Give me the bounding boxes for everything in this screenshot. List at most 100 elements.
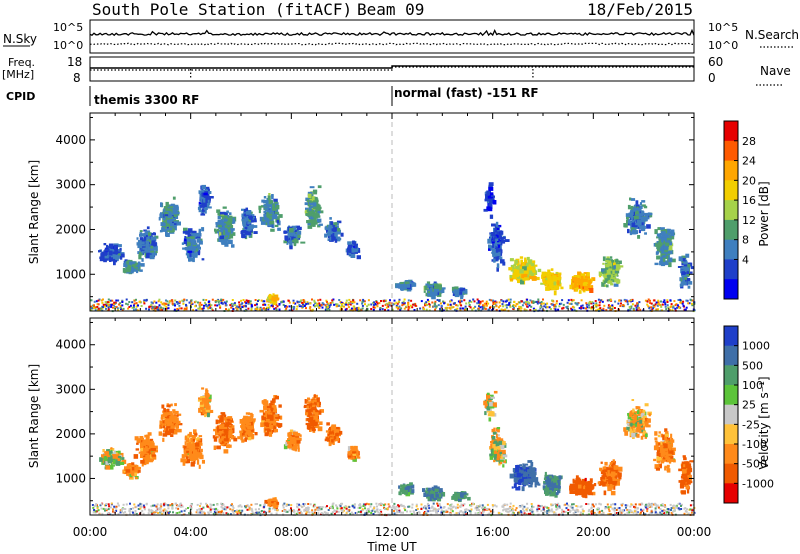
data-cell bbox=[400, 281, 404, 286]
data-cell bbox=[673, 300, 676, 303]
data-cell bbox=[140, 305, 143, 307]
data-cell bbox=[664, 235, 669, 240]
data-cell bbox=[190, 247, 194, 251]
data-cell bbox=[160, 202, 163, 208]
data-cell bbox=[187, 239, 190, 242]
data-cell bbox=[268, 306, 271, 309]
data-cell bbox=[191, 252, 195, 257]
data-cell bbox=[515, 303, 518, 305]
data-cell bbox=[242, 299, 245, 301]
data-cell bbox=[619, 512, 622, 515]
data-cell bbox=[680, 277, 684, 282]
data-cell bbox=[109, 250, 113, 255]
data-cell bbox=[334, 239, 338, 243]
data-cell bbox=[489, 198, 495, 202]
data-cell bbox=[182, 302, 185, 305]
data-cell bbox=[515, 265, 520, 270]
data-cell bbox=[686, 508, 688, 511]
data-cell bbox=[90, 305, 93, 308]
data-cell bbox=[484, 307, 487, 310]
data-cell bbox=[150, 301, 153, 304]
data-cell bbox=[654, 262, 659, 266]
data-cell bbox=[690, 299, 693, 302]
data-cell bbox=[387, 302, 390, 305]
data-cell bbox=[192, 309, 195, 312]
data-cell bbox=[644, 299, 647, 302]
data-cell bbox=[672, 305, 675, 308]
data-cell bbox=[267, 215, 270, 219]
data-cell bbox=[661, 237, 667, 241]
data-cell bbox=[293, 233, 297, 237]
data-cell bbox=[169, 227, 175, 231]
data-cell bbox=[269, 220, 275, 225]
data-cell bbox=[665, 242, 670, 247]
data-cell bbox=[132, 309, 135, 312]
data-cell bbox=[209, 196, 214, 199]
data-cell bbox=[94, 510, 97, 513]
data-cell bbox=[463, 309, 466, 311]
data-cell bbox=[509, 298, 512, 301]
data-cell bbox=[336, 507, 339, 510]
data-cell bbox=[539, 302, 542, 304]
data-cell bbox=[403, 283, 406, 288]
data-cell bbox=[598, 512, 601, 514]
data-cell bbox=[409, 284, 413, 287]
colorbar-tick-label: 16 bbox=[742, 194, 756, 207]
colorbar-swatch bbox=[724, 239, 738, 260]
data-cell bbox=[150, 238, 154, 243]
data-cell bbox=[547, 276, 552, 280]
data-cell bbox=[639, 202, 642, 206]
data-cell bbox=[650, 306, 653, 309]
data-cell bbox=[420, 506, 423, 509]
data-cell bbox=[525, 513, 528, 516]
colorbar-tick-label: 28 bbox=[742, 135, 756, 148]
data-cell bbox=[175, 211, 180, 215]
data-cell bbox=[647, 212, 651, 216]
data-cell bbox=[101, 301, 104, 304]
data-cell bbox=[131, 306, 134, 309]
data-cell bbox=[231, 244, 235, 248]
data-cell bbox=[199, 305, 202, 308]
data-cell bbox=[161, 227, 165, 232]
data-cell bbox=[439, 307, 441, 310]
data-cell bbox=[651, 308, 654, 311]
data-cell bbox=[411, 282, 416, 287]
data-cell bbox=[271, 507, 274, 510]
data-cell bbox=[176, 221, 181, 226]
data-cell bbox=[286, 240, 289, 245]
data-cell bbox=[144, 247, 148, 252]
data-cell bbox=[570, 298, 573, 301]
data-cell bbox=[288, 237, 291, 241]
data-cell bbox=[367, 303, 370, 306]
data-cell bbox=[477, 513, 480, 515]
data-cell bbox=[292, 301, 295, 304]
data-cell bbox=[222, 298, 225, 301]
data-cell bbox=[308, 217, 314, 220]
data-cell bbox=[577, 510, 580, 513]
data-cell bbox=[523, 301, 526, 304]
data-cell bbox=[318, 506, 321, 509]
data-cell bbox=[433, 283, 439, 287]
data-cell bbox=[122, 503, 125, 506]
data-cell bbox=[495, 256, 498, 259]
data-cell bbox=[541, 271, 547, 276]
data-cell bbox=[164, 302, 167, 305]
data-cell bbox=[202, 298, 205, 301]
data-cell bbox=[312, 215, 315, 220]
data-cell bbox=[615, 512, 618, 514]
data-cell bbox=[117, 255, 120, 259]
data-cell bbox=[592, 302, 595, 305]
data-cell bbox=[492, 299, 495, 302]
data-cell bbox=[614, 300, 617, 303]
colorbar-swatch bbox=[724, 160, 738, 181]
data-cell bbox=[553, 290, 557, 296]
data-cell bbox=[641, 509, 644, 512]
data-cell bbox=[552, 278, 557, 282]
data-cell bbox=[365, 510, 368, 512]
data-cell bbox=[329, 302, 332, 304]
data-cell bbox=[404, 286, 409, 290]
data-cell bbox=[175, 504, 178, 507]
data-cell bbox=[135, 263, 138, 266]
data-cell bbox=[197, 307, 200, 310]
data-cell bbox=[293, 230, 298, 232]
